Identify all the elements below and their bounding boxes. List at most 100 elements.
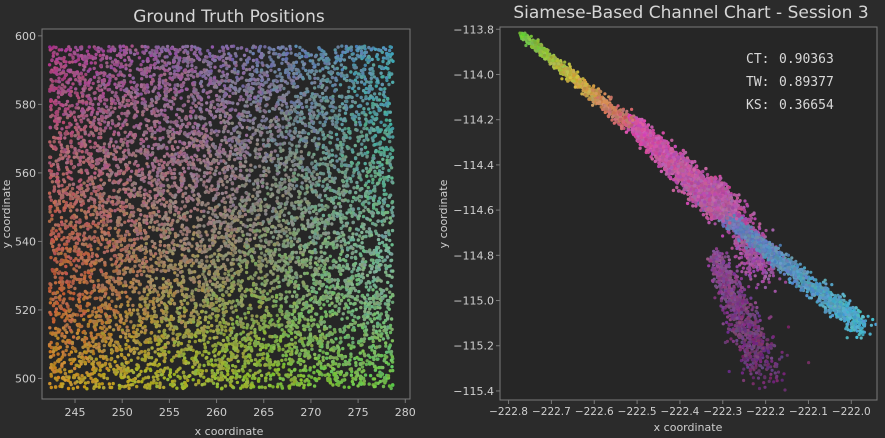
data-point xyxy=(319,264,323,268)
data-point xyxy=(298,318,302,322)
data-point xyxy=(218,171,222,175)
data-point xyxy=(262,233,266,237)
ground-truth-chart: Ground Truth Positions 245 250 255 260 265 27… xyxy=(0,7,416,438)
data-point xyxy=(235,380,240,385)
data-point xyxy=(53,272,57,276)
data-point xyxy=(305,105,309,109)
data-point xyxy=(163,72,167,76)
data-point xyxy=(274,303,278,308)
data-point xyxy=(253,261,258,266)
data-point xyxy=(310,347,314,351)
data-point xyxy=(102,250,107,255)
data-point xyxy=(148,249,153,253)
data-point xyxy=(63,136,67,140)
data-point xyxy=(251,51,255,56)
data-point xyxy=(168,375,172,379)
data-point xyxy=(123,220,127,224)
data-point xyxy=(284,226,288,230)
data-point xyxy=(252,290,257,294)
data-point xyxy=(168,370,173,375)
data-point xyxy=(216,102,220,107)
data-point xyxy=(76,53,80,57)
data-point xyxy=(102,213,106,217)
data-point xyxy=(256,370,260,374)
data-point xyxy=(390,252,394,256)
data-point xyxy=(357,116,361,121)
data-point xyxy=(367,382,371,386)
data-point xyxy=(333,278,337,282)
data-point xyxy=(108,325,112,329)
data-point xyxy=(121,205,125,209)
data-point xyxy=(390,243,394,247)
data-point xyxy=(147,104,152,108)
data-point xyxy=(222,354,227,358)
data-point xyxy=(241,330,245,334)
data-point xyxy=(131,98,135,103)
data-point xyxy=(354,307,358,312)
data-point xyxy=(82,192,86,196)
data-point xyxy=(352,186,356,190)
data-point xyxy=(346,310,351,314)
data-point xyxy=(299,95,303,100)
data-point xyxy=(131,303,135,308)
data-point xyxy=(364,260,368,264)
data-point xyxy=(66,386,71,391)
data-point xyxy=(329,355,334,360)
data-point xyxy=(174,93,178,97)
data-point xyxy=(283,206,287,210)
data-point xyxy=(135,328,139,332)
data-point xyxy=(128,175,133,179)
data-point xyxy=(277,284,282,289)
data-point xyxy=(355,75,359,80)
data-point xyxy=(49,103,53,108)
data-point xyxy=(297,262,302,267)
data-point xyxy=(238,117,243,122)
data-point xyxy=(253,131,257,135)
data-point xyxy=(318,208,322,212)
data-point xyxy=(242,154,246,158)
data-point xyxy=(314,167,318,171)
data-point xyxy=(300,105,305,110)
data-point xyxy=(63,371,68,376)
data-point xyxy=(125,122,129,127)
data-point xyxy=(119,87,123,92)
data-point xyxy=(322,335,326,339)
data-point xyxy=(233,157,237,162)
data-point xyxy=(73,59,78,64)
data-point xyxy=(357,86,361,91)
data-point xyxy=(287,178,292,183)
data-point xyxy=(332,230,337,235)
data-point xyxy=(210,323,214,328)
data-point xyxy=(166,222,170,226)
data-point xyxy=(59,153,63,157)
data-point xyxy=(299,150,303,154)
data-point xyxy=(143,67,147,71)
data-point xyxy=(354,363,358,368)
data-point xyxy=(104,115,108,119)
data-point xyxy=(136,379,141,384)
data-point xyxy=(267,109,271,114)
data-point xyxy=(94,52,98,57)
data-point xyxy=(287,311,291,316)
data-point xyxy=(346,89,351,94)
data-point xyxy=(391,80,395,85)
data-point xyxy=(105,357,109,362)
data-point xyxy=(127,386,131,390)
data-point xyxy=(148,362,153,366)
data-point xyxy=(264,264,268,268)
data-point xyxy=(150,264,154,268)
data-point xyxy=(298,113,302,117)
data-point xyxy=(170,132,175,137)
data-point xyxy=(171,127,175,132)
data-point xyxy=(254,128,258,132)
data-point xyxy=(80,338,85,342)
data-point xyxy=(55,175,59,179)
data-point xyxy=(244,265,249,270)
data-point xyxy=(203,346,207,350)
data-point xyxy=(62,368,67,372)
data-point xyxy=(306,342,310,347)
data-point xyxy=(311,209,316,214)
data-point xyxy=(181,104,185,108)
data-point xyxy=(153,61,158,66)
data-point xyxy=(251,194,255,198)
